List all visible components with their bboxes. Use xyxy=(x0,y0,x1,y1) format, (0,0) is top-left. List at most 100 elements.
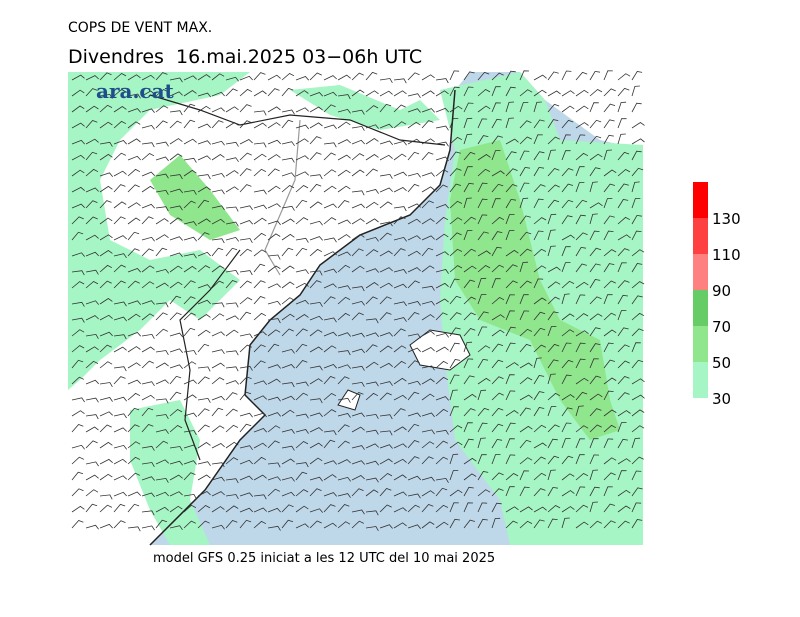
wind-barb xyxy=(183,361,197,369)
wind-barb xyxy=(99,250,113,257)
wind-barb xyxy=(225,505,239,513)
wind-barb xyxy=(155,328,168,337)
wind-barb xyxy=(239,270,253,276)
wind-barb xyxy=(533,456,546,465)
wind-barb xyxy=(449,453,459,465)
wind-barb xyxy=(253,456,267,465)
wind-barb xyxy=(365,168,378,177)
wind-barb xyxy=(211,120,224,129)
wind-barb xyxy=(85,379,99,385)
wind-barb xyxy=(505,264,518,273)
wind-barb xyxy=(421,347,435,353)
wind-barb xyxy=(533,391,545,401)
wind-barb xyxy=(547,343,560,353)
wind-barb xyxy=(477,118,488,129)
wind-barb xyxy=(589,358,599,369)
wind-barb xyxy=(295,343,308,353)
wind-barb xyxy=(575,199,588,209)
wind-barb xyxy=(337,364,352,369)
wind-barb xyxy=(337,185,351,193)
wind-barb xyxy=(547,229,556,241)
wind-barb xyxy=(617,438,628,449)
wind-barb xyxy=(463,197,472,209)
wind-barb xyxy=(141,381,155,387)
wind-barb xyxy=(533,327,546,337)
wind-barb xyxy=(491,231,503,241)
wind-barb xyxy=(449,441,463,449)
wind-barb xyxy=(239,311,252,321)
wind-barb xyxy=(85,397,99,403)
wind-barb xyxy=(267,318,281,324)
wind-barb xyxy=(505,390,516,401)
wind-barb xyxy=(463,519,476,529)
color-band xyxy=(693,362,708,398)
wind-barb xyxy=(477,105,491,113)
wind-barb xyxy=(71,520,84,529)
wind-barb xyxy=(365,218,379,225)
wind-barb xyxy=(281,73,295,81)
wind-barb xyxy=(295,237,309,243)
wind-barb xyxy=(533,119,545,129)
wind-barb xyxy=(169,505,183,513)
wind-barb xyxy=(351,392,364,401)
wind-barb xyxy=(323,345,337,353)
wind-barb xyxy=(407,333,421,339)
wind-barb xyxy=(239,120,252,129)
wind-barb xyxy=(519,439,532,449)
wind-barb xyxy=(309,520,322,529)
wind-barb xyxy=(435,346,449,353)
wind-barb xyxy=(491,359,504,369)
wind-barb xyxy=(295,124,310,130)
wind-barb xyxy=(155,312,168,321)
wind-barb xyxy=(589,213,598,225)
wind-barb xyxy=(267,343,280,353)
wind-barb xyxy=(547,505,561,513)
wind-barb xyxy=(449,70,460,81)
wind-barb xyxy=(603,230,614,241)
wind-barb xyxy=(225,392,238,401)
wind-barb xyxy=(631,312,645,321)
wind-barb xyxy=(379,250,393,257)
wind-barb xyxy=(155,218,169,225)
color-band xyxy=(693,290,708,326)
wind-barb xyxy=(351,365,365,371)
wind-barb xyxy=(463,473,477,481)
wind-barb xyxy=(267,440,280,449)
wind-barb xyxy=(477,422,488,433)
wind-barb xyxy=(71,376,84,385)
wind-barb xyxy=(323,504,336,513)
wind-barb xyxy=(183,504,197,513)
wind-barb xyxy=(253,280,266,289)
wind-barb xyxy=(337,397,351,403)
wind-barb xyxy=(113,413,127,419)
wind-barb xyxy=(631,102,642,113)
wind-barb xyxy=(449,136,463,145)
wind-barb xyxy=(519,89,533,97)
wind-barb xyxy=(463,248,476,257)
wind-barb xyxy=(323,317,337,323)
wind-barb xyxy=(351,460,366,465)
wind-barb xyxy=(519,425,533,433)
wind-barb xyxy=(141,90,155,97)
wind-barb xyxy=(463,486,474,497)
wind-barb xyxy=(267,507,281,513)
wind-barb xyxy=(295,76,309,81)
wind-barb xyxy=(183,460,197,465)
wind-barb xyxy=(575,473,589,481)
wind-barb xyxy=(603,409,617,417)
wind-barb xyxy=(463,438,474,449)
wind-barb xyxy=(631,394,645,401)
wind-barb xyxy=(365,318,379,324)
wind-barb xyxy=(309,236,324,241)
wind-barb xyxy=(211,107,225,113)
wind-barb xyxy=(267,396,281,402)
wind-barb xyxy=(561,134,571,145)
wind-barb xyxy=(449,502,459,513)
wind-barb xyxy=(449,489,463,497)
wind-barb xyxy=(589,181,598,193)
wind-barb xyxy=(337,234,351,241)
wind-barb xyxy=(365,138,379,145)
wind-barb xyxy=(141,333,155,339)
wind-barb xyxy=(533,442,547,449)
wind-barb xyxy=(505,117,514,129)
